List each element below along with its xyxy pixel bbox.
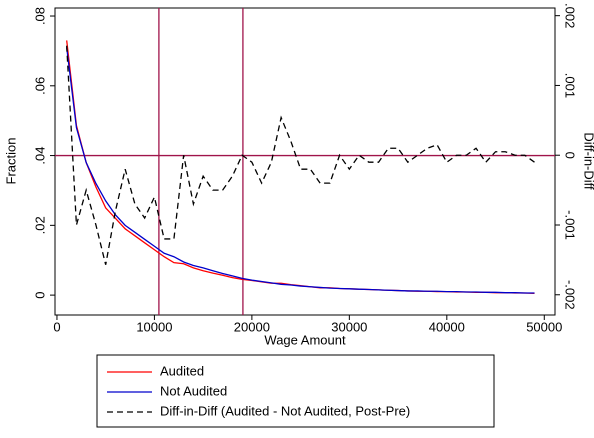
x-tick-label: 0 xyxy=(53,319,60,334)
legend-label: Not Audited xyxy=(160,383,227,398)
y-tick-label: 0 xyxy=(32,291,47,298)
y2-axis-label: Diff-in-Diff xyxy=(582,132,594,190)
x-tick-label: 30000 xyxy=(331,319,367,334)
series-line xyxy=(66,47,535,294)
y-tick-label: .02 xyxy=(32,216,47,234)
y2-tick-label: -.001 xyxy=(563,210,578,240)
series-line xyxy=(66,45,535,265)
x-tick-label: 20000 xyxy=(234,319,270,334)
y2-tick-label: .001 xyxy=(563,73,578,98)
y-tick-label: .06 xyxy=(32,77,47,95)
x-axis-label: Wage Amount xyxy=(264,332,346,347)
legend-label: Diff-in-Diff (Audited - Not Audited, Pos… xyxy=(160,403,410,418)
series-line xyxy=(66,40,535,295)
y-tick-label: .04 xyxy=(32,147,47,165)
x-tick-label: 40000 xyxy=(429,319,465,334)
y-axis-label: Fraction xyxy=(3,138,18,185)
legend-label: Audited xyxy=(160,363,204,378)
x-tick-label: 50000 xyxy=(526,319,562,334)
y2-tick-label: 0 xyxy=(563,152,578,159)
legend-box xyxy=(96,354,495,428)
x-tick-label: 10000 xyxy=(136,319,172,334)
y2-tick-label: -.002 xyxy=(563,280,578,310)
plot-frame xyxy=(54,7,556,316)
y-tick-label: .08 xyxy=(32,7,47,25)
y2-tick-label: .002 xyxy=(563,3,578,28)
